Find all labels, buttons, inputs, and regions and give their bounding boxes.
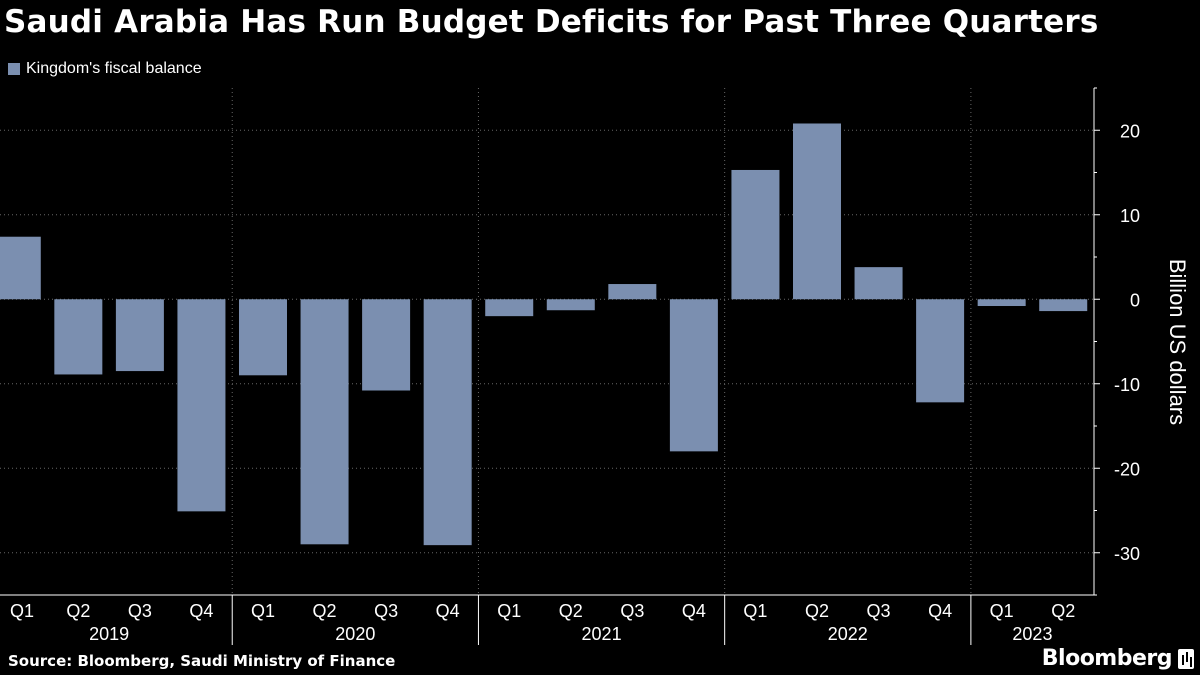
bar-14 <box>854 267 903 300</box>
bar-9 <box>546 299 595 311</box>
source-note: Source: Bloomberg, Saudi Ministry of Fin… <box>8 652 396 670</box>
x-tick-label: Q4 <box>436 601 460 621</box>
x-tick-label: Q1 <box>251 601 275 621</box>
x-year-label: 2021 <box>582 624 622 644</box>
legend-swatch <box>8 63 20 75</box>
bar-1 <box>54 299 103 375</box>
bar-5 <box>300 299 349 545</box>
y-tick-label: 20 <box>1120 121 1140 141</box>
x-tick-label: Q2 <box>313 601 337 621</box>
x-tick-label: Q3 <box>374 601 398 621</box>
x-year-label: 2019 <box>89 624 129 644</box>
bar-11 <box>669 299 718 452</box>
x-tick-label: Q2 <box>66 601 90 621</box>
x-tick-label: Q3 <box>620 601 644 621</box>
x-tick-label: Q1 <box>743 601 767 621</box>
x-year-label: 2023 <box>1012 624 1052 644</box>
x-tick-label: Q4 <box>189 601 213 621</box>
bloomberg-logo: Bloomberg <box>1041 646 1173 671</box>
legend: Kingdom's fiscal balance <box>8 60 202 78</box>
x-tick-label: Q2 <box>1051 601 1075 621</box>
x-tick-label: Q1 <box>990 601 1014 621</box>
x-year-label: 2022 <box>828 624 868 644</box>
bar-16 <box>977 299 1026 307</box>
y-tick-label: -10 <box>1114 375 1140 395</box>
bar-6 <box>362 299 411 391</box>
y-tick-label: 10 <box>1120 206 1140 226</box>
y-axis-title: Billion US dollars <box>1165 259 1190 425</box>
y-tick-label: -20 <box>1114 459 1140 479</box>
bar-17 <box>1039 299 1088 312</box>
x-tick-label: Q2 <box>559 601 583 621</box>
bar-13 <box>793 123 841 300</box>
x-tick-label: Q1 <box>10 601 34 621</box>
x-tick-label: Q4 <box>928 601 952 621</box>
x-tick-label: Q4 <box>682 601 706 621</box>
y-tick-label: 0 <box>1130 290 1140 310</box>
y-tick-label: -30 <box>1114 544 1140 564</box>
bar-0 <box>0 236 41 300</box>
bloomberg-mark-icon <box>1178 649 1194 669</box>
bar-8 <box>485 299 534 317</box>
bar-10 <box>608 284 657 300</box>
x-tick-label: Q3 <box>128 601 152 621</box>
bar-4 <box>239 299 287 376</box>
bar-2 <box>115 299 164 372</box>
x-tick-label: Q2 <box>805 601 829 621</box>
x-tick-label: Q1 <box>497 601 521 621</box>
x-tick-label: Q3 <box>867 601 891 621</box>
x-year-label: 2020 <box>335 624 375 644</box>
bar-12 <box>731 169 780 300</box>
legend-label: Kingdom's fiscal balance <box>26 60 202 77</box>
bar-7 <box>423 299 472 546</box>
bar-15 <box>916 299 965 403</box>
chart-title: Saudi Arabia Has Run Budget Deficits for… <box>4 4 1099 40</box>
bar-3 <box>177 299 226 512</box>
